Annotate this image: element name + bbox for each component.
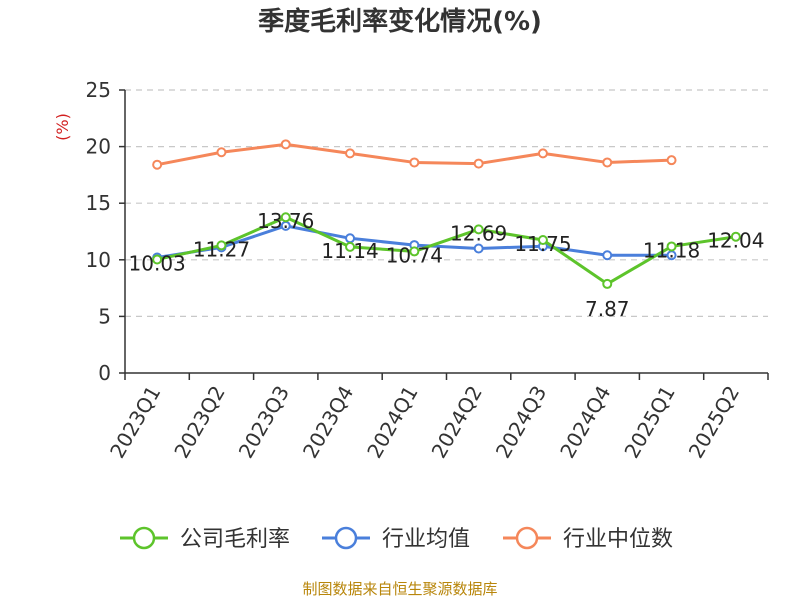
data-label: 11.27 <box>193 237 250 261</box>
legend-marker <box>334 526 358 550</box>
grid-lines <box>125 89 768 317</box>
data-point[interactable] <box>345 148 356 159</box>
y-tick-label: 25 <box>86 78 111 102</box>
data-point[interactable] <box>537 234 548 245</box>
data-point[interactable] <box>666 241 677 252</box>
data-point[interactable] <box>602 157 613 168</box>
legend-marker <box>132 526 156 550</box>
y-tick-label: 5 <box>98 304 111 328</box>
data-label: 7.87 <box>585 297 630 321</box>
data-label: 10.74 <box>386 243 443 267</box>
x-tick-label: 2025Q2 <box>684 382 744 463</box>
series-2 <box>152 139 677 170</box>
data-point[interactable] <box>473 224 484 235</box>
data-label: 10.03 <box>129 251 186 275</box>
data-point[interactable] <box>280 139 291 150</box>
data-point[interactable] <box>473 158 484 169</box>
x-tick-label: 2025Q1 <box>619 382 679 463</box>
source-note: 制图数据来自恒生聚源数据库 <box>302 580 498 598</box>
legend[interactable]: 公司毛利率 行业均值 行业中位数 <box>120 526 673 552</box>
x-tick-label: 2023Q4 <box>298 382 358 463</box>
y-tick-label: 10 <box>86 248 111 272</box>
data-point[interactable] <box>602 278 613 289</box>
series-line <box>156 215 737 286</box>
series-lines <box>152 139 741 289</box>
data-point[interactable] <box>409 246 420 257</box>
data-label: 12.69 <box>450 221 507 245</box>
data-point[interactable] <box>216 147 227 158</box>
y-tick-label: 15 <box>86 191 111 215</box>
legend-label: 行业中位数 <box>563 527 673 552</box>
data-label: 11.18 <box>643 238 700 262</box>
legend-label: 公司毛利率 <box>180 527 290 552</box>
data-point[interactable] <box>280 212 291 223</box>
data-point[interactable] <box>602 250 613 261</box>
y-tick-label: 0 <box>98 361 111 385</box>
data-label: 13.76 <box>257 209 314 233</box>
x-tick-label: 2024Q4 <box>555 382 615 463</box>
data-point[interactable] <box>473 243 484 254</box>
data-label: 11.75 <box>514 232 571 256</box>
data-point[interactable] <box>537 148 548 159</box>
legend-item-1[interactable]: 行业均值 <box>322 526 470 552</box>
data-point[interactable] <box>152 254 163 265</box>
data-label: 12.04 <box>707 229 764 253</box>
legend-item-0[interactable]: 公司毛利率 <box>120 526 290 552</box>
x-tick-label: 2024Q2 <box>427 382 487 463</box>
legend-marker <box>515 526 539 550</box>
y-tick-label: 20 <box>86 135 111 159</box>
legend-item-2[interactable]: 行业中位数 <box>503 526 673 552</box>
data-labels: 10.03 11.27 13.76 11.14 10.74 12.69 11.75 7.87 1… <box>129 209 765 321</box>
x-tick-label: 2023Q1 <box>105 382 165 463</box>
legend-label: 行业均值 <box>382 527 470 552</box>
x-tick-label: 2023Q3 <box>234 382 294 463</box>
x-tick-label: 2023Q2 <box>169 382 229 463</box>
data-label: 11.14 <box>321 239 378 263</box>
data-point[interactable] <box>152 159 163 170</box>
data-point[interactable] <box>666 155 677 166</box>
y-axis-label: (%) <box>53 113 72 141</box>
chart-title: 季度毛利率变化情况(%) <box>258 7 542 37</box>
data-point[interactable] <box>345 241 356 252</box>
x-tick-label: 2024Q3 <box>491 382 551 463</box>
data-point[interactable] <box>730 231 741 242</box>
x-tick-label: 2024Q1 <box>362 382 422 463</box>
series-0 <box>152 212 741 289</box>
data-point[interactable] <box>409 157 420 168</box>
data-point[interactable] <box>216 240 227 251</box>
